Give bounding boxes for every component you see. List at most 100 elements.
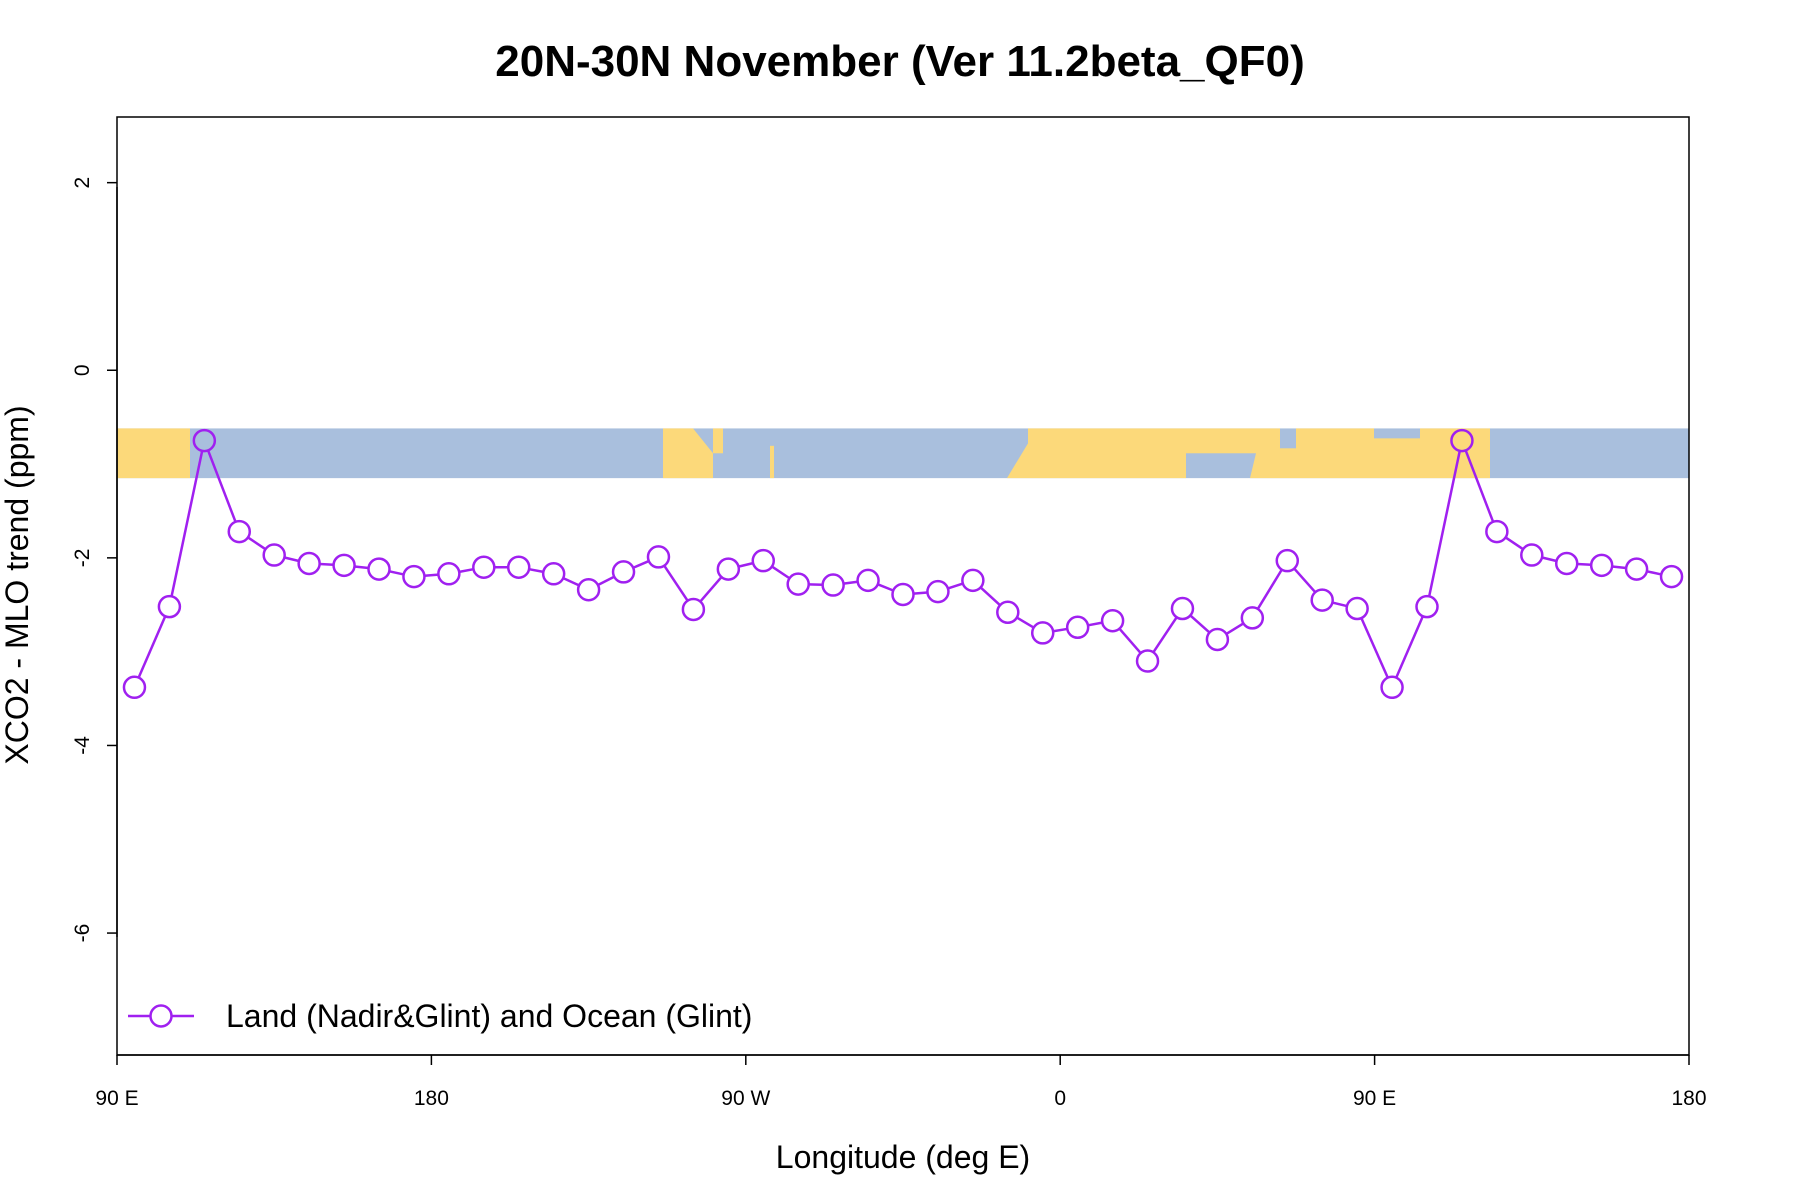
x-axis-label: Longitude (deg E) [776, 1139, 1030, 1175]
data-point [262, 543, 286, 567]
x-tick-label: 90 E [95, 1087, 138, 1110]
series-segment [319, 562, 334, 567]
land-patch [117, 428, 190, 479]
land-patch [693, 428, 713, 479]
data-point [1065, 615, 1090, 640]
data-point [1554, 551, 1579, 576]
series-segment [1360, 617, 1389, 679]
legend-label: Land (Nadir&Glint) and Ocean (Glint) [226, 998, 752, 1034]
land-patch [1374, 438, 1420, 479]
data-point [1485, 519, 1509, 544]
series-segment [1504, 536, 1524, 551]
series-segment [389, 570, 404, 576]
series-segment [1152, 616, 1178, 653]
series-segment [913, 591, 928, 595]
data-point [716, 557, 741, 581]
series-segment [1189, 614, 1211, 634]
series-segment [738, 561, 754, 568]
series-segment [1464, 449, 1495, 523]
data-point [1030, 621, 1055, 645]
x-tick-label: 180 [414, 1087, 449, 1110]
data-point [821, 573, 845, 597]
data-point [1170, 596, 1195, 621]
x-tick-label: 90 E [1353, 1087, 1396, 1110]
data-point [192, 428, 217, 453]
series-segment [1577, 562, 1592, 567]
data-point [646, 545, 671, 569]
data-point [1100, 608, 1125, 633]
data-point [751, 548, 776, 573]
series-segment [979, 586, 1001, 607]
series-segment [1611, 565, 1627, 570]
chart-title: 20N-30N November (Ver 11.2beta_QF0) [495, 37, 1305, 86]
y-axis: 2 0 -2 -4 -6 [71, 177, 118, 943]
series-segment [284, 556, 300, 563]
legend-marker-swatch [149, 1004, 173, 1028]
data-point [122, 675, 147, 700]
data-point [157, 594, 182, 619]
data-point [856, 568, 880, 593]
data-point [402, 564, 426, 589]
series-layer [122, 428, 1684, 700]
data-point [1205, 627, 1230, 652]
land-patch [713, 428, 723, 454]
land-patch [1262, 428, 1280, 479]
series-segment [1395, 615, 1424, 679]
series-segment [843, 580, 858, 585]
data-point [1624, 557, 1649, 581]
x-axis: 90 E 180 90 W 0 90 E 180 [95, 1054, 1707, 1110]
data-point [1310, 588, 1334, 612]
data-point [1659, 564, 1684, 589]
data-point [1345, 596, 1369, 621]
series-segment [562, 577, 580, 587]
x-tick-label: 0 [1054, 1087, 1066, 1110]
x-tick-label: 90 W [721, 1087, 770, 1110]
series-segment [877, 583, 894, 592]
data-point [367, 557, 391, 581]
data-point [611, 560, 636, 584]
series-segment [699, 576, 723, 603]
y-tick-label: -6 [71, 924, 94, 943]
data-point [1135, 649, 1160, 673]
land-patch [663, 428, 693, 479]
data-point [926, 579, 950, 604]
series-segment [247, 536, 267, 551]
land-patch [1186, 428, 1262, 454]
series-segment [1646, 570, 1662, 576]
data-point [472, 555, 496, 579]
series-segment [1293, 567, 1317, 594]
y-tick-label: -4 [71, 736, 94, 755]
data-point [1520, 543, 1544, 567]
data-point [1380, 675, 1404, 700]
data-point [786, 572, 810, 596]
series-segment [1118, 627, 1142, 654]
series-segment [528, 567, 544, 574]
series-segment [458, 567, 474, 574]
land-patch [1296, 428, 1374, 479]
data-point [227, 519, 252, 544]
data-point [891, 582, 915, 607]
series-segment [424, 573, 439, 578]
legend: Land (Nadir&Glint) and Ocean (Glint) [128, 998, 752, 1034]
series-segment [1332, 601, 1348, 608]
data-point [541, 562, 566, 586]
data-point [1415, 594, 1439, 619]
land-patch [770, 445, 774, 479]
series-segment [1087, 621, 1103, 627]
series-segment [137, 615, 167, 679]
land-patch [1250, 428, 1262, 479]
data-point [681, 597, 706, 622]
y-tick-label: 2 [71, 177, 94, 189]
data-point [506, 555, 531, 579]
data-point [1240, 606, 1265, 630]
data-point [332, 553, 356, 578]
data-point [1589, 553, 1614, 578]
series-segment [663, 564, 689, 602]
y-tick-label: 0 [71, 364, 94, 376]
series-segment [206, 449, 237, 523]
y-tick-label: -2 [71, 549, 94, 568]
data-point [1275, 548, 1300, 573]
series-segment [354, 565, 369, 570]
data-point [1450, 428, 1474, 453]
